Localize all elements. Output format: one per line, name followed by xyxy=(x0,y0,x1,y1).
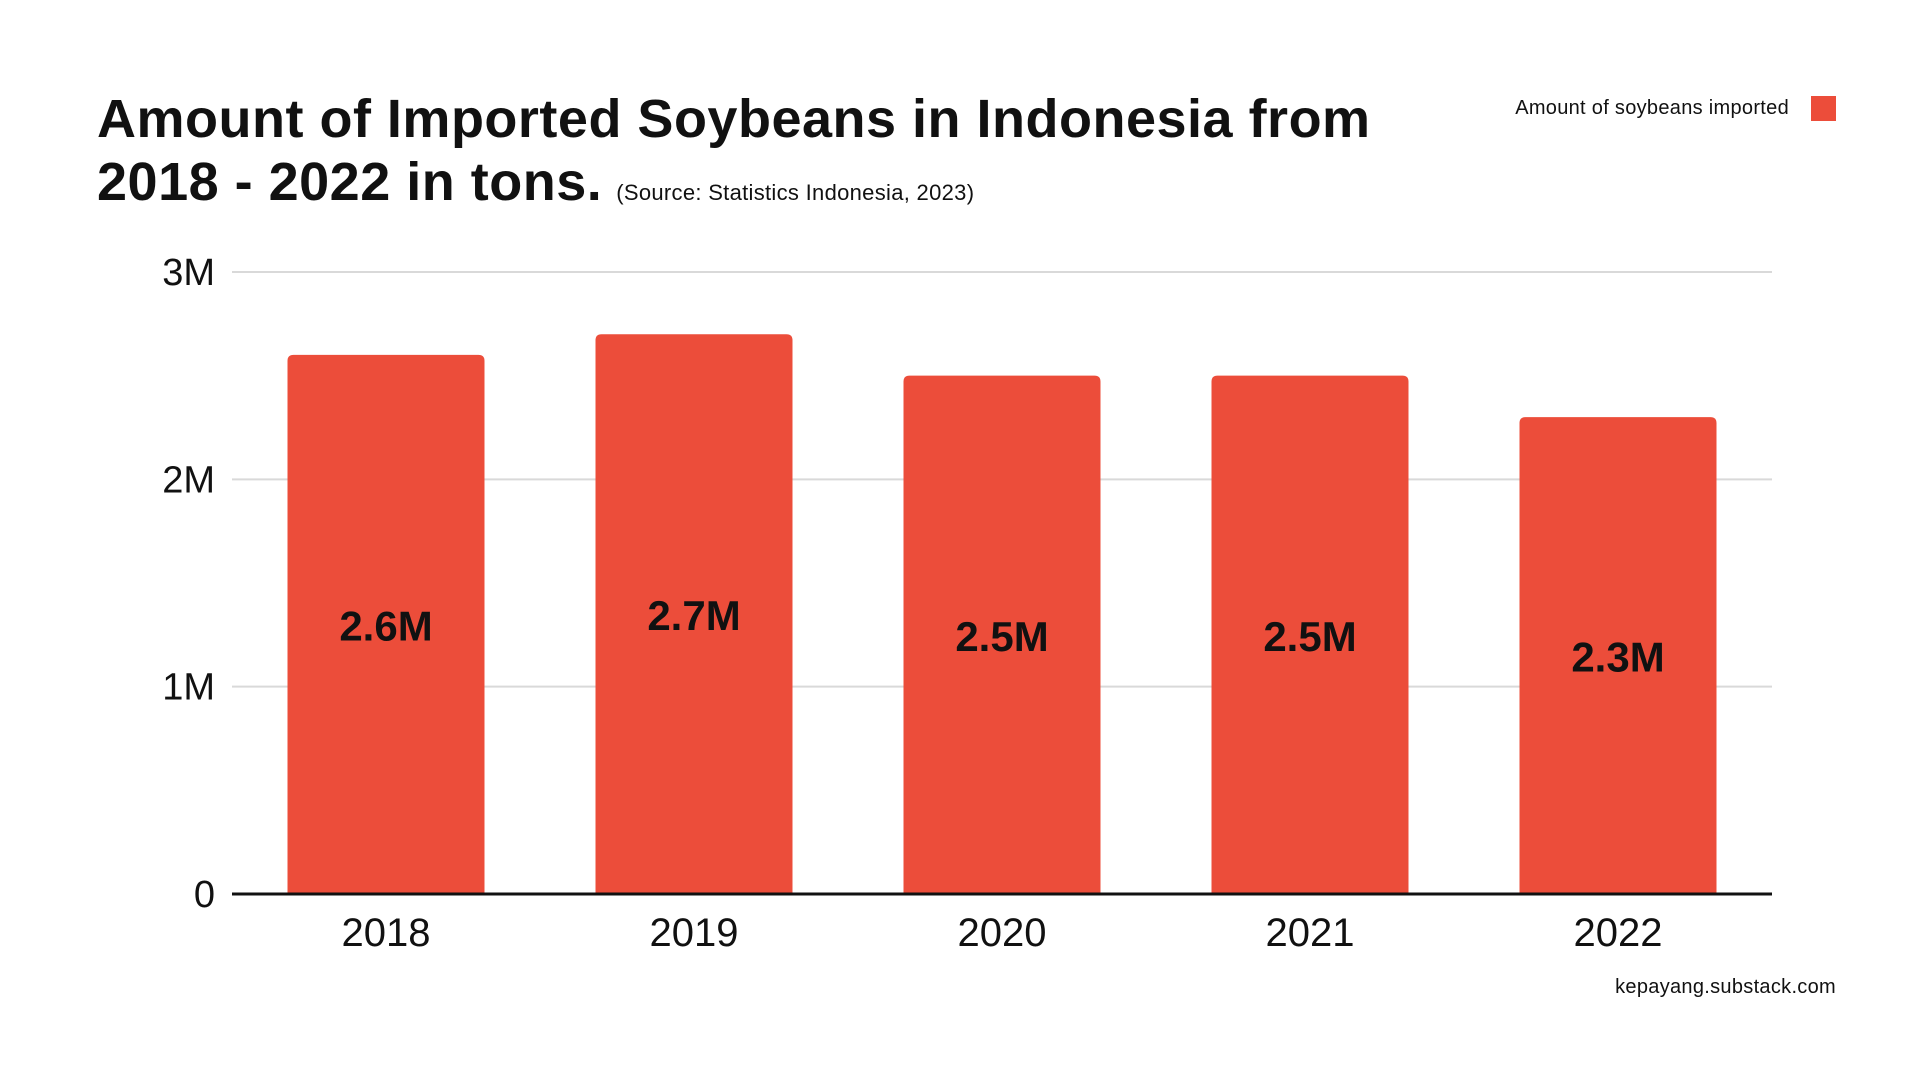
x-tick-label: 2022 xyxy=(1574,911,1663,955)
footer-credit: kepayang.substack.com xyxy=(1615,976,1836,998)
data-label: 2.3M xyxy=(1571,634,1664,681)
title-line-2: 2018 - 2022 in tons. (Source: Statistics … xyxy=(97,151,1397,224)
legend: Amount of soybeans imported xyxy=(1515,96,1836,121)
y-tick-label: 3M xyxy=(162,252,215,294)
data-label: 2.6M xyxy=(339,602,432,649)
x-tick-label: 2020 xyxy=(958,911,1047,955)
bar-2019 xyxy=(595,334,793,894)
data-label: 2.5M xyxy=(1263,613,1356,660)
x-tick-label: 2019 xyxy=(650,911,739,955)
y-tick-label: 1M xyxy=(162,667,215,709)
bar-2022 xyxy=(1519,417,1717,894)
y-tick-label: 2M xyxy=(162,459,215,501)
legend-label: Amount of soybeans imported xyxy=(1515,97,1789,119)
bar-2018 xyxy=(287,354,485,894)
bar-2021 xyxy=(1211,375,1409,895)
data-label: 2.5M xyxy=(955,613,1048,660)
title-line-1: Amount of Imported Soybeans in Indonesia… xyxy=(97,89,1371,149)
title-line-2-text: 2018 - 2022 in tons. xyxy=(97,152,603,212)
source-note: (Source: Statistics Indonesia, 2023) xyxy=(616,180,975,205)
y-tick-label: 0 xyxy=(194,874,215,916)
x-tick-label: 2021 xyxy=(1266,911,1355,955)
legend-swatch xyxy=(1811,96,1836,121)
data-label: 2.7M xyxy=(647,592,740,639)
bar-2020 xyxy=(903,375,1101,895)
x-tick-label: 2018 xyxy=(342,911,431,955)
chart-title: Amount of Imported Soybeans in Indonesia… xyxy=(97,88,1397,224)
